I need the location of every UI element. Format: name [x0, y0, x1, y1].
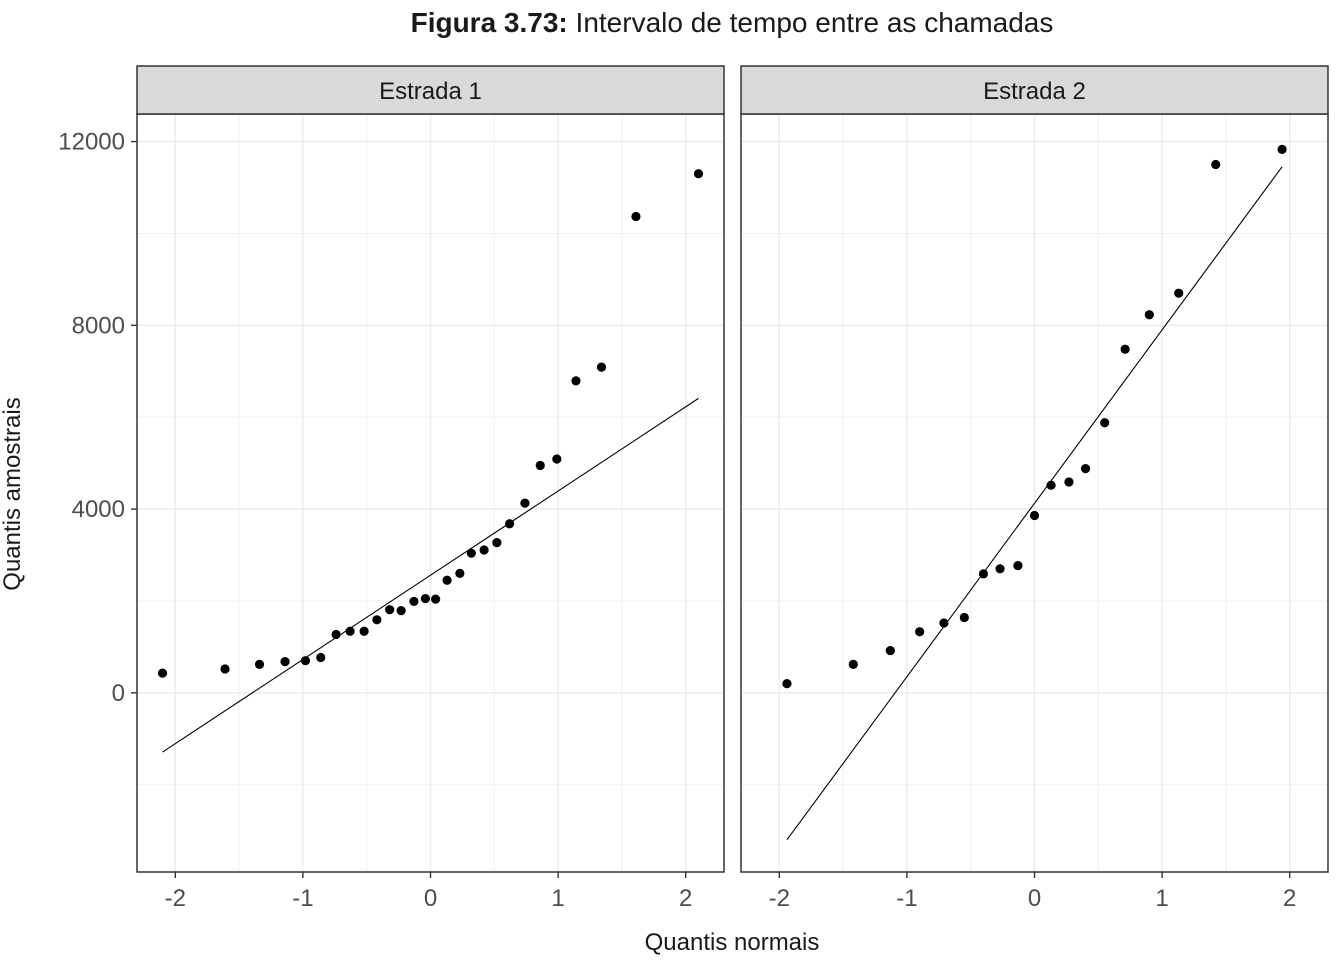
data-point: [1277, 144, 1287, 154]
data-point: [848, 659, 858, 669]
data-point: [492, 538, 502, 548]
data-point: [1029, 510, 1040, 521]
x-tick-label: 0: [1028, 885, 1041, 912]
x-tick-label: 0: [424, 885, 437, 912]
data-point: [1211, 159, 1221, 170]
y-axis-title: Quantis amostrais: [0, 397, 26, 590]
data-point: [396, 606, 406, 616]
y-tick-label: 8000: [72, 312, 125, 339]
data-point: [359, 626, 369, 636]
x-axis-title: Quantis normais: [645, 929, 820, 956]
data-point: [1013, 560, 1023, 571]
data-point: [520, 498, 530, 508]
data-point: [596, 362, 607, 372]
y-tick-label: 0: [112, 680, 125, 707]
data-point: [959, 612, 969, 623]
panel-1: Estrada 1 -2 -1 0 1 2 0 4000 8000 12000: [58, 65, 725, 912]
x-tick-label: 2: [1283, 885, 1296, 912]
panels-group: Estrada 1 -2 -1 0 1 2 0 4000 8000 12000 Estrada 2 -…: [58, 65, 1329, 912]
data-point: [442, 575, 452, 585]
data-point: [466, 548, 476, 558]
x-tick-label: 1: [1155, 885, 1168, 912]
x-tick-label: -1: [896, 885, 917, 912]
data-point: [915, 627, 925, 637]
strip-background: [136, 65, 725, 115]
data-point: [693, 169, 704, 179]
data-point: [1064, 477, 1074, 487]
panel-2: Estrada 2 -2 -1 0 1 2: [740, 65, 1329, 912]
data-point: [885, 645, 895, 656]
data-point: [535, 460, 545, 471]
qq-reference-line: [786, 166, 1283, 841]
data-point: [479, 545, 489, 555]
data-point: [280, 656, 290, 667]
data-point: [631, 211, 641, 222]
x-tick-label: -2: [769, 885, 790, 912]
y-tick-label: 12000: [58, 129, 125, 156]
data-point: [157, 668, 168, 678]
qq-reference-line: [162, 397, 699, 753]
data-point: [1080, 464, 1091, 474]
data-point: [1144, 310, 1154, 320]
x-tick-label: -2: [165, 885, 186, 912]
data-point: [995, 564, 1005, 574]
data-point: [372, 615, 382, 625]
data-point: [316, 652, 326, 663]
x-tick-label: 2: [679, 885, 692, 912]
x-tick-label: -1: [292, 885, 313, 912]
data-point: [1120, 344, 1130, 354]
plot-title: Figura 3.73: Intervalo de tempo entre as…: [411, 7, 1054, 38]
data-point: [1174, 288, 1184, 298]
strip-label: Estrada 2: [983, 78, 1086, 105]
data-point: [254, 659, 265, 669]
data-point: [385, 605, 395, 615]
data-point: [345, 626, 355, 636]
strip-label: Estrada 1: [379, 78, 482, 105]
data-point: [409, 596, 419, 607]
data-point: [552, 454, 562, 464]
data-point: [431, 594, 441, 604]
data-point: [978, 569, 989, 579]
data-point: [939, 618, 949, 628]
x-tick-label: 1: [551, 885, 564, 912]
data-point: [505, 519, 515, 529]
data-point: [455, 568, 465, 578]
data-point: [571, 376, 581, 386]
data-point: [220, 664, 230, 674]
data-point: [300, 656, 311, 666]
data-point: [782, 679, 792, 689]
strip-background: [740, 65, 1329, 115]
data-point: [331, 629, 341, 640]
y-tick-label: 4000: [72, 496, 125, 523]
data-point: [1046, 480, 1056, 490]
data-point: [1100, 418, 1110, 428]
plot-title-rest: Intervalo de tempo entre as chamadas: [568, 7, 1054, 38]
plot-title-bold: Figura 3.73:: [411, 7, 568, 38]
data-point: [420, 594, 430, 604]
